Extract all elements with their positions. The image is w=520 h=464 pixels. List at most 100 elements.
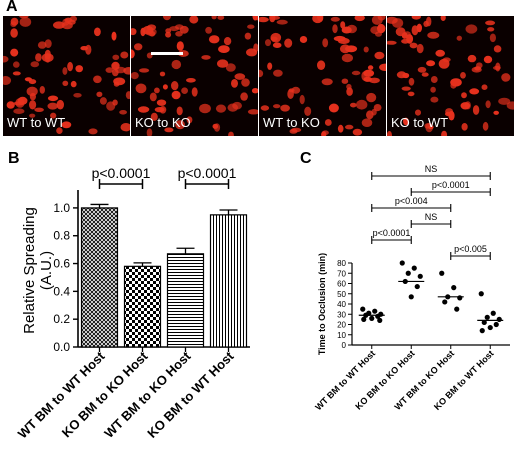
significance-label: p<0.0001 xyxy=(373,228,411,238)
cell-blob xyxy=(61,121,72,129)
data-point xyxy=(408,294,414,300)
bar xyxy=(209,214,248,348)
data-point xyxy=(479,328,485,334)
data-point xyxy=(377,317,383,323)
cell-blob xyxy=(139,68,150,73)
cell-blob xyxy=(105,67,114,73)
micrograph-wt-to-ko: WT to KO xyxy=(259,16,386,136)
cell-blob xyxy=(415,109,421,116)
cell-blob xyxy=(156,99,167,106)
cell-blob xyxy=(137,106,150,113)
cell-blob xyxy=(259,69,264,78)
significance-label: p<0.0001 xyxy=(178,165,237,181)
data-point xyxy=(493,321,499,328)
cell-blob xyxy=(176,106,183,116)
cell-blob xyxy=(259,16,269,23)
cell-blob xyxy=(461,92,467,99)
cell-blob xyxy=(482,121,489,131)
y-tick-label: 30 xyxy=(337,310,346,319)
significance-label: p<0.0001 xyxy=(92,165,151,181)
cell-blob xyxy=(395,27,406,37)
cell-blob xyxy=(181,87,188,94)
cell-blob xyxy=(29,113,36,118)
cell-blob xyxy=(483,55,493,64)
y-tick-label: 0.6 xyxy=(53,257,70,271)
cell-blob xyxy=(99,97,107,105)
cell-blob xyxy=(189,16,199,24)
cell-blob xyxy=(93,75,102,84)
cell-blob xyxy=(401,38,410,44)
cell-blob xyxy=(171,81,179,91)
cell-blob xyxy=(324,119,332,126)
scale-bar xyxy=(151,52,183,55)
cell-blob xyxy=(199,103,211,114)
cell-blob xyxy=(332,24,338,34)
cell-blob xyxy=(337,37,350,44)
cell-blob xyxy=(441,130,448,136)
data-point xyxy=(360,306,366,312)
cell-blob xyxy=(3,76,12,85)
cell-blob xyxy=(339,44,351,54)
cell-blob xyxy=(485,100,491,109)
cell-blob xyxy=(10,28,18,38)
cell-blob xyxy=(228,131,234,136)
cell-blob xyxy=(377,16,386,21)
cell-blob xyxy=(374,51,385,60)
cell-blob xyxy=(231,79,238,88)
cell-blob xyxy=(178,50,189,57)
cell-blob xyxy=(213,123,221,132)
cell-blob xyxy=(276,19,288,25)
cell-blob xyxy=(493,65,501,70)
cell-blob xyxy=(407,91,415,97)
y-tick-label: 60 xyxy=(337,280,346,289)
cell-blob xyxy=(299,94,305,105)
significance-label: NS xyxy=(425,212,438,222)
cell-blob xyxy=(175,120,185,130)
cell-blob xyxy=(13,61,20,68)
significance-label: p<0.0001 xyxy=(432,180,470,190)
data-point xyxy=(457,295,463,301)
y-tick-label: 0.2 xyxy=(53,312,70,326)
cell-blob xyxy=(363,76,372,82)
cell-blob xyxy=(80,46,88,51)
cell-blob xyxy=(387,130,392,136)
cell-blob xyxy=(493,110,499,115)
micrograph-label: KO to KO xyxy=(135,115,191,130)
y-tick-label: 80 xyxy=(337,259,346,268)
cell-blob xyxy=(111,31,117,41)
cell-blob xyxy=(208,35,220,44)
cell-blob xyxy=(428,125,434,130)
cell-blob xyxy=(351,70,361,76)
panel-c-letter: C xyxy=(300,150,312,167)
cell-blob xyxy=(501,73,511,82)
data-point xyxy=(481,319,487,326)
panel-a-letter: A xyxy=(6,0,18,15)
y-tick-label: 40 xyxy=(337,300,346,309)
cell-blob xyxy=(472,105,480,115)
y-tick-label: 1.0 xyxy=(53,201,70,215)
cell-blob xyxy=(247,24,255,29)
cell-blob xyxy=(346,83,352,90)
cell-blob xyxy=(3,55,9,63)
cell-blob xyxy=(159,71,166,77)
cell-field xyxy=(131,16,258,136)
cell-blob xyxy=(217,59,229,68)
cell-blob xyxy=(186,116,193,124)
data-point xyxy=(405,270,411,276)
cell-blob xyxy=(125,91,130,100)
cell-blob xyxy=(461,123,468,131)
cell-blob xyxy=(47,102,58,110)
cell-blob xyxy=(489,33,496,43)
cell-blob xyxy=(37,41,47,49)
y-tick-label: 20 xyxy=(337,321,346,330)
cell-blob xyxy=(150,112,158,121)
cell-blob xyxy=(135,83,147,94)
cell-blob xyxy=(377,23,386,34)
cell-blob xyxy=(41,53,54,62)
data-point xyxy=(361,316,367,322)
cell-blob xyxy=(346,24,357,34)
cell-blob xyxy=(162,84,168,90)
cell-blob xyxy=(171,90,181,100)
cell-blob xyxy=(440,16,446,21)
